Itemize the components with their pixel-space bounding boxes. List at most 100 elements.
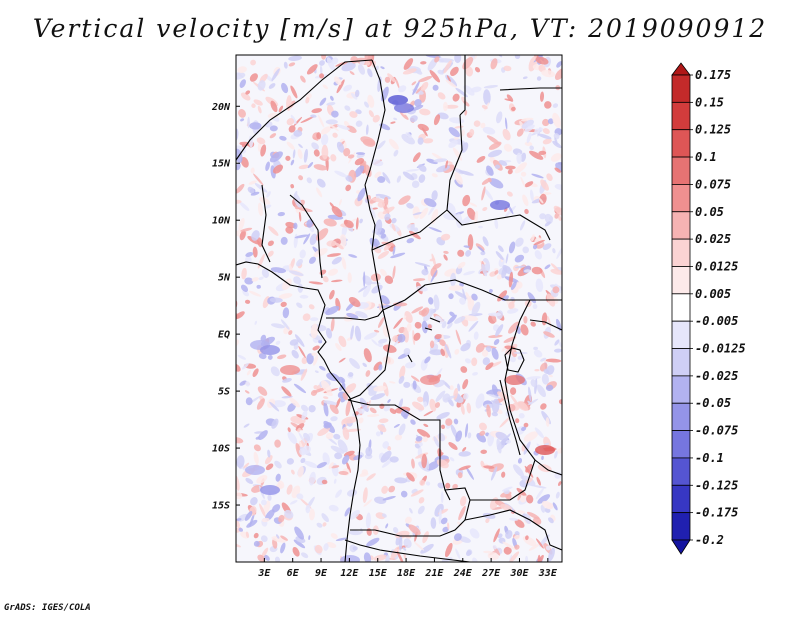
field-cell: [382, 206, 395, 215]
field-cell: [313, 149, 320, 157]
field-cell: [430, 267, 438, 278]
field-cell: [531, 173, 544, 179]
field-cell: [417, 137, 424, 145]
field-cell: [422, 531, 429, 544]
field-cell: [431, 152, 444, 161]
field-cell: [545, 290, 555, 301]
colorbar-bin: [671, 293, 691, 322]
field-cell: [377, 227, 386, 235]
field-cell: [396, 226, 402, 237]
field-cell: [484, 408, 489, 412]
field-cell: [383, 382, 389, 397]
field-cell: [322, 522, 327, 527]
field-cell: [262, 296, 270, 309]
field-cell: [510, 281, 517, 291]
field-cell: [331, 279, 343, 283]
field-cell: [281, 386, 292, 397]
field-cell: [382, 441, 390, 449]
field-cell: [357, 64, 366, 75]
field-cell: [501, 385, 509, 394]
field-cell: [316, 187, 323, 198]
field-cell: [403, 327, 409, 343]
field-cell: [236, 461, 246, 469]
field-cell: [325, 56, 334, 64]
field-cell: [373, 238, 380, 249]
field-cell: [517, 457, 523, 464]
field-cell: [393, 300, 403, 311]
field-cell: [239, 380, 247, 386]
field-cell: [257, 430, 268, 441]
field-cell: [501, 342, 511, 352]
field-cell: [544, 213, 553, 224]
field-cell: [556, 447, 562, 454]
field-cell: [273, 66, 281, 77]
field-cell: [393, 302, 408, 307]
field-cell: [345, 400, 351, 417]
field-cell: [261, 518, 268, 527]
field-cell: [533, 349, 543, 358]
field-cell: [551, 297, 559, 305]
field-cell: [329, 403, 339, 415]
field-cell: [462, 315, 478, 322]
field-cell: [496, 438, 502, 454]
field-cell: [510, 509, 516, 514]
field-cell: [437, 482, 445, 489]
field-cell: [335, 209, 347, 217]
field-cell: [445, 418, 453, 426]
field-cell: [427, 273, 432, 282]
field-cell: [517, 401, 529, 412]
field-cell: [257, 554, 266, 562]
field-cell: [547, 315, 552, 328]
field-cell: [289, 339, 299, 346]
field-cell: [236, 300, 238, 308]
field-cell: [483, 550, 492, 554]
field-cell: [546, 381, 557, 390]
field-cell: [241, 143, 246, 148]
field-cell: [529, 150, 544, 160]
field-cell: [335, 297, 341, 311]
field-cell: [377, 305, 392, 309]
field-cell: [288, 270, 304, 277]
field-cell: [511, 348, 518, 358]
field-cell: [472, 557, 479, 562]
field-cell: [248, 135, 254, 148]
field-cell: [371, 60, 376, 68]
field-cell: [309, 508, 315, 521]
field-cell: [363, 348, 372, 363]
field-cell: [288, 62, 296, 67]
field-cell: [454, 168, 464, 175]
field-cell: [280, 542, 286, 554]
field-cell: [426, 460, 440, 471]
field-cell: [498, 160, 508, 166]
field-cell: [245, 477, 254, 485]
field-cell: [473, 120, 481, 127]
field-cell: [415, 85, 424, 94]
field-cell: [503, 489, 510, 495]
field-cell: [297, 207, 313, 213]
field-cell: [537, 554, 544, 562]
field-cell: [314, 544, 323, 554]
field-cell: [538, 64, 546, 73]
field-cell: [410, 473, 418, 480]
field-cell: [536, 55, 543, 61]
field-cell: [431, 190, 438, 201]
field-cell: [485, 518, 490, 524]
field-cell: [236, 145, 247, 154]
field-cell: [239, 202, 250, 211]
field-cell: [319, 97, 327, 106]
field-cell: [423, 198, 437, 208]
field-cell: [297, 126, 303, 133]
field-cell: [445, 160, 448, 169]
field-cell: [545, 358, 562, 363]
field-cell: [319, 379, 331, 388]
field-cell: [340, 395, 347, 403]
field-cell: [270, 366, 280, 377]
field-cell: [380, 86, 389, 102]
field-cell: [388, 138, 399, 150]
field-cell: [435, 316, 441, 323]
border-car-south: [382, 279, 530, 311]
field-cell: [548, 216, 554, 221]
field-cell: [554, 471, 562, 479]
field-cell: [493, 159, 503, 171]
field-cell: [503, 546, 512, 555]
